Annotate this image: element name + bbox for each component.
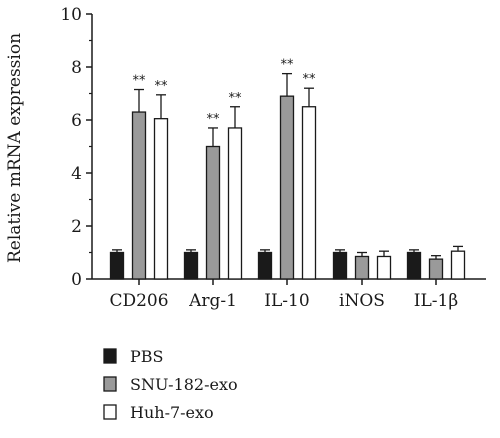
bar-huh-7-exo — [227, 127, 243, 280]
axes: 0 2 4 6 8 10 — [60, 5, 486, 290]
significance-label: ** — [155, 79, 169, 94]
significance-label: ** — [281, 58, 295, 73]
y-tick-label: 6 — [71, 111, 82, 131]
y-tick-label: 10 — [60, 5, 82, 25]
category-label: iNOS — [339, 291, 385, 311]
category-label: CD206 — [109, 291, 168, 311]
significance-label: ** — [229, 91, 243, 106]
y-tick-label: 0 — [71, 270, 82, 290]
y-tick-label: 2 — [71, 217, 82, 237]
y-tick-label: 4 — [71, 164, 82, 184]
bar-snu-182-exo — [205, 145, 221, 280]
bar-pbs — [257, 251, 273, 280]
legend-swatch — [103, 348, 117, 364]
bar-huh-7-exo — [153, 118, 169, 280]
bar-snu-182-exo — [279, 95, 295, 280]
bar-pbs — [406, 251, 422, 280]
bar-huh-7-exo — [376, 255, 392, 280]
bar-snu-182-exo — [428, 258, 444, 280]
bars-group: ** ** ** ** ** ** — [109, 58, 466, 280]
legend-swatch — [103, 376, 117, 392]
legend-label: PBS — [130, 347, 163, 366]
y-axis-title: Relative mRNA expression — [5, 33, 25, 263]
bar-pbs — [183, 251, 199, 280]
legend-label: SNU-182-exo — [130, 375, 238, 394]
category-label: IL-10 — [264, 291, 309, 311]
legend-label: Huh-7-exo — [130, 403, 214, 422]
legend: PBS SNU-182-exo Huh-7-exo — [103, 347, 238, 422]
significance-label: ** — [133, 74, 147, 89]
category-labels: CD206 Arg-1 IL-10 iNOS IL-1β — [109, 291, 458, 311]
bar-pbs — [109, 251, 125, 280]
y-tick-label: 8 — [71, 58, 82, 78]
bar-pbs — [332, 251, 348, 280]
category-label: IL-1β — [414, 291, 458, 311]
significance-label: ** — [303, 72, 317, 87]
bar-huh-7-exo — [301, 106, 317, 280]
category-label: Arg-1 — [188, 291, 237, 311]
legend-swatch — [103, 404, 117, 420]
bar-snu-182-exo — [131, 111, 147, 280]
bar-huh-7-exo — [450, 250, 466, 280]
significance-label: ** — [207, 112, 221, 127]
bar-snu-182-exo — [354, 255, 370, 280]
